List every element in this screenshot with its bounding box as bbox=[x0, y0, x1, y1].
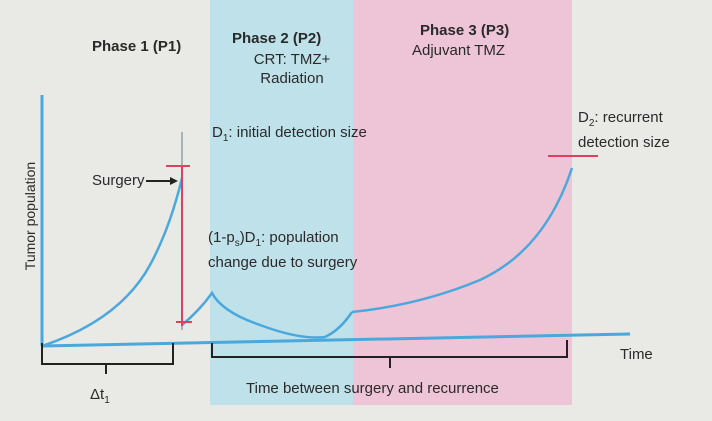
tumor-curve-phase1 bbox=[41, 177, 184, 348]
phase2-subtitle: CRT: TMZ+ Radiation bbox=[253, 51, 331, 87]
population-change-label: (1-ps)D1: population change due to surge… bbox=[208, 228, 357, 272]
phase3-title: Phase 3 (P3) bbox=[420, 22, 510, 39]
delta-t-subscript: 1 bbox=[104, 395, 110, 406]
surgery-arrow-head bbox=[170, 177, 178, 185]
d2-label: D2: recurrent detection size bbox=[578, 108, 670, 152]
phase2-title: Phase 2 (P2) bbox=[232, 30, 322, 47]
change-mid: )D bbox=[239, 229, 256, 246]
d1-text: : initial detection size bbox=[228, 124, 367, 141]
x-axis-label: Time bbox=[620, 346, 653, 363]
tumor-curve-phase2 bbox=[181, 290, 354, 339]
delta-t-label: Δt1 bbox=[90, 386, 110, 406]
change-rest: : population bbox=[261, 229, 339, 246]
change-sub-1: 1 bbox=[255, 238, 262, 249]
phase2-band bbox=[210, 0, 353, 405]
d1-symbol: D bbox=[212, 124, 223, 141]
delta-t-symbol: Δt bbox=[90, 386, 105, 403]
phase1-title: Phase 1 (P1) bbox=[92, 38, 182, 55]
change-pre: (1-p bbox=[208, 229, 235, 246]
recurrence-bracket bbox=[211, 340, 568, 368]
y-axis-label: Tumor population bbox=[22, 161, 38, 271]
d1-label: D1: initial detection size bbox=[212, 124, 367, 144]
population-change-line2: change due to surgery bbox=[208, 254, 358, 271]
phase3-band bbox=[353, 0, 572, 405]
d2-subscript: 2 bbox=[588, 118, 595, 129]
delta-t-bracket bbox=[41, 343, 174, 374]
tumor-curve-phase3 bbox=[351, 167, 574, 314]
change-sub-s: s bbox=[234, 238, 240, 249]
d2-line2: detection size bbox=[578, 134, 670, 151]
x-axis bbox=[41, 332, 631, 348]
d2-line1: D2: recurrent bbox=[578, 108, 670, 133]
time-between-label: Time between surgery and recurrence bbox=[246, 380, 499, 397]
d1-subscript: 1 bbox=[222, 133, 229, 144]
d2-symbol: D bbox=[578, 109, 589, 126]
surgery-label: Surgery bbox=[92, 172, 145, 189]
population-change-line1: (1-ps)D1: population bbox=[208, 228, 357, 253]
d2-text: : recurrent bbox=[594, 109, 663, 126]
phase3-subtitle: Adjuvant TMZ bbox=[412, 42, 506, 59]
